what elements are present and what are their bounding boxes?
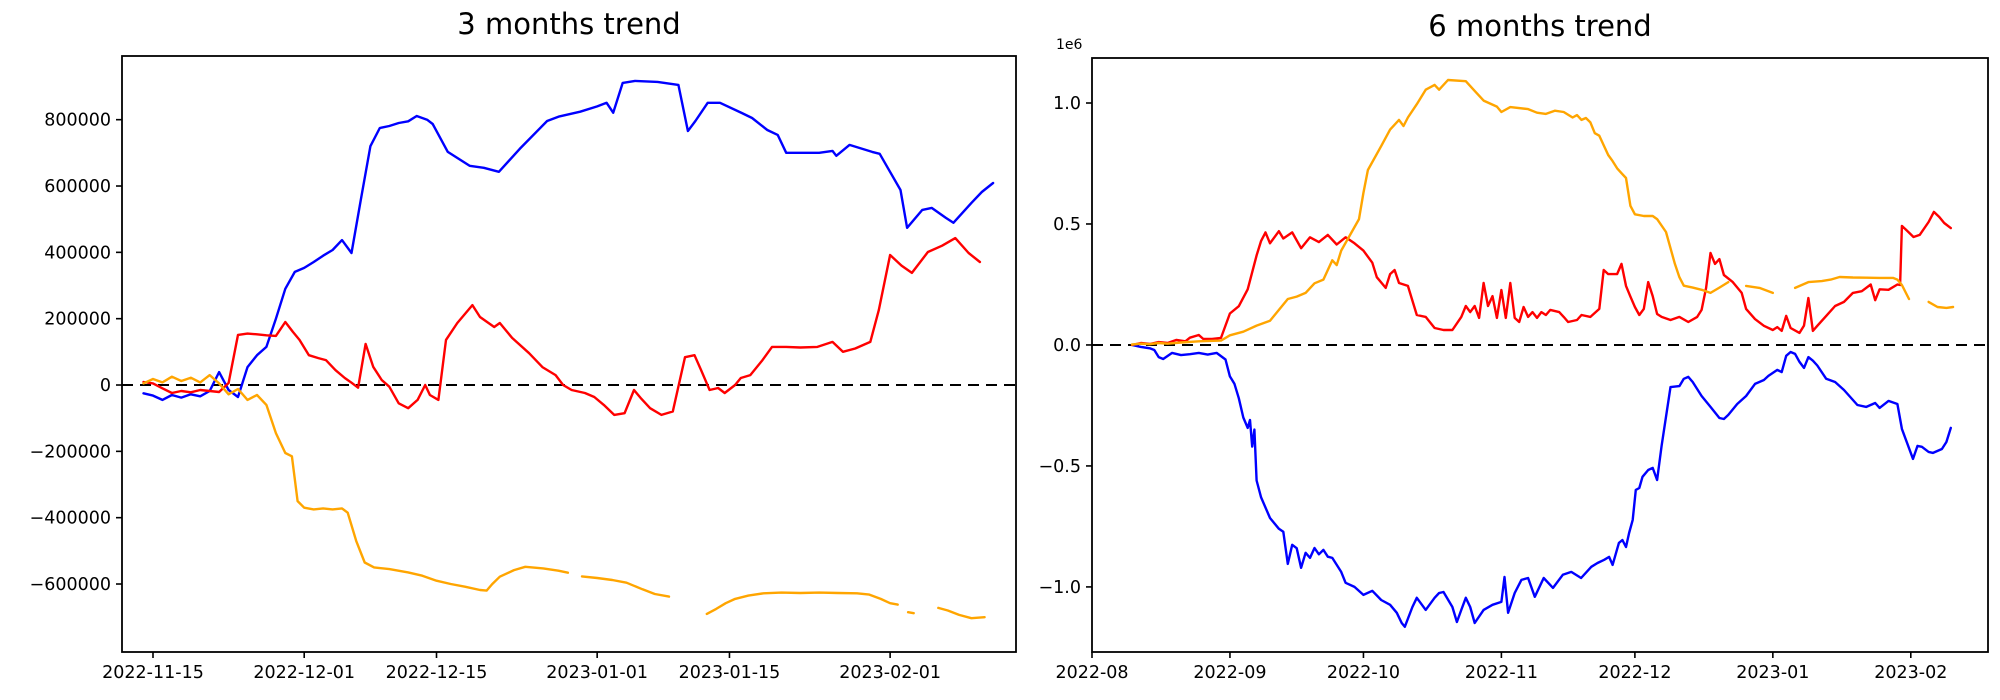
series-line-orange — [142, 373, 570, 592]
series-line-orange — [906, 611, 915, 615]
chart-3-months: 3 months trend 2022-11-15 2022-12-01 2022-1… — [30, 7, 1017, 683]
series-line-orange — [580, 575, 671, 598]
y-tick-label: −0.5 — [1039, 457, 1082, 477]
x-tick-label: 2022-08 — [1055, 663, 1128, 683]
axes-spines — [121, 55, 1017, 653]
y-tick-label: 0 — [100, 376, 111, 396]
x-tick-label: 2023-01-01 — [546, 663, 648, 683]
y-tick-label: 600000 — [44, 177, 111, 197]
chart-title: 3 months trend — [457, 7, 680, 41]
y-tick-label: 200000 — [44, 310, 111, 330]
series-line-orange — [1130, 78, 1730, 346]
series-line-blue — [1130, 343, 1952, 628]
x-tick-label: 2023-02-01 — [839, 663, 941, 683]
series-line-blue — [142, 79, 995, 402]
y-tick-label: 0.0 — [1053, 336, 1081, 356]
chart-title: 6 months trend — [1428, 9, 1651, 43]
x-tick-label: 2022-11 — [1465, 663, 1538, 683]
series-line-orange — [1927, 300, 1955, 310]
x-tick-label: 2022-12 — [1598, 663, 1671, 683]
axes-spines — [1091, 57, 1989, 653]
y-tick-label: 400000 — [44, 243, 111, 263]
y-tick-label: −1.0 — [1039, 578, 1082, 598]
x-tick-label: 2023-01 — [1736, 663, 1809, 683]
x-tick-label: 2022-12-01 — [253, 663, 355, 683]
series-line-orange — [1793, 275, 1911, 301]
x-tick-label: 2023-01-15 — [679, 663, 781, 683]
y-tick-label: −200000 — [30, 442, 111, 462]
series-line-orange — [937, 606, 986, 620]
axis-offset-label: 1e6 — [1056, 37, 1083, 53]
y-tick-label: 1.0 — [1053, 94, 1081, 114]
x-tick-label: 2022-11-15 — [102, 663, 204, 683]
y-tick-label: −600000 — [30, 575, 111, 595]
series-line-red — [142, 236, 982, 417]
y-tick-label: 800000 — [44, 111, 111, 131]
x-tick-label: 2022-09 — [1193, 663, 1266, 683]
series-line-orange — [1744, 284, 1774, 295]
y-tick-label: 0.5 — [1053, 215, 1081, 235]
series-line-red — [1130, 210, 1952, 347]
x-tick-label: 2022-10 — [1327, 663, 1400, 683]
y-tick-label: −400000 — [30, 509, 111, 529]
x-tick-label: 2023-02 — [1874, 663, 1947, 683]
x-tick-label: 2022-12-15 — [386, 663, 488, 683]
chart-6-months: 6 months trend 1e6 2022-08 2022-09 2022-10 20… — [1039, 9, 1989, 683]
series-line-orange — [705, 591, 899, 616]
